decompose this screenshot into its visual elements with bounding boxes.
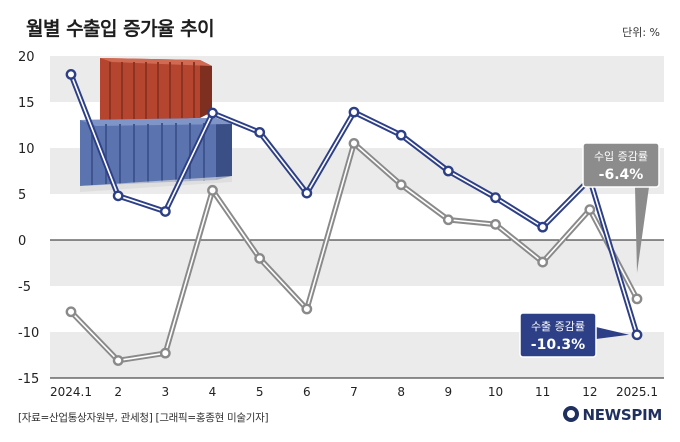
logo-text: NEWSPIM bbox=[582, 406, 662, 424]
grid-band bbox=[50, 240, 664, 286]
export-callout: 수출 증감률 -10.3% bbox=[519, 312, 629, 358]
x-tick-label: 12 bbox=[582, 385, 597, 399]
y-tick-label: -10 bbox=[18, 326, 39, 341]
data-point bbox=[65, 69, 77, 80]
data-point bbox=[207, 184, 218, 196]
data-point bbox=[442, 165, 454, 177]
x-tick-label: 2 bbox=[114, 385, 122, 399]
data-point bbox=[537, 256, 549, 268]
data-point bbox=[442, 214, 454, 226]
y-tick-label: -5 bbox=[18, 280, 31, 295]
x-tick-label: 3 bbox=[162, 385, 170, 399]
callout-pointer bbox=[635, 187, 649, 273]
publisher-logo: NEWSPIM bbox=[563, 406, 662, 424]
callout-label: 수출 증감률 bbox=[531, 320, 585, 333]
data-point bbox=[537, 221, 549, 233]
data-point bbox=[490, 192, 501, 204]
source-note: [자료=산업통상자원부, 관세청] [그래픽=홍종현 미술기자] bbox=[18, 412, 269, 424]
y-tick-label: 15 bbox=[18, 96, 35, 111]
x-tick-label: 4 bbox=[209, 385, 217, 399]
x-tick-label: 7 bbox=[350, 385, 358, 399]
data-point bbox=[584, 204, 596, 216]
data-point bbox=[395, 179, 407, 191]
y-tick-label: 20 bbox=[18, 50, 35, 65]
data-point bbox=[65, 306, 77, 318]
x-tick-label: 9 bbox=[445, 385, 453, 399]
y-tick-label: 10 bbox=[18, 142, 35, 157]
data-point bbox=[301, 187, 313, 199]
data-point bbox=[112, 190, 124, 202]
data-point bbox=[207, 107, 218, 119]
data-point bbox=[631, 293, 643, 305]
y-tick-label: 5 bbox=[18, 188, 26, 203]
data-point bbox=[254, 126, 266, 138]
callout-label: 수입 증감률 bbox=[594, 150, 648, 163]
data-point bbox=[301, 303, 313, 315]
newspim-logo-icon bbox=[563, 406, 580, 422]
callout-value: -6.4% bbox=[599, 167, 644, 183]
x-tick-label: 8 bbox=[397, 385, 405, 399]
x-tick-label: 10 bbox=[488, 385, 503, 399]
x-tick-label: 2025.1 bbox=[616, 385, 658, 399]
import-callout: 수입 증감률 -6.4% bbox=[582, 142, 660, 273]
data-point bbox=[112, 355, 124, 366]
x-tick-label: 11 bbox=[535, 385, 550, 399]
series-import bbox=[65, 137, 643, 366]
callout-box bbox=[519, 312, 597, 358]
y-tick-label: 0 bbox=[18, 234, 26, 249]
chart-title: 월별 수출입 증가율 추이 bbox=[26, 18, 215, 40]
data-point bbox=[348, 137, 360, 149]
y-tick-label: -15 bbox=[18, 372, 39, 387]
data-point bbox=[159, 347, 171, 359]
container-illustration bbox=[80, 58, 232, 192]
unit-label: 단위: % bbox=[622, 26, 660, 39]
callout-value: -10.3% bbox=[531, 337, 585, 353]
data-point bbox=[348, 106, 360, 118]
callout-pointer bbox=[596, 327, 629, 339]
x-tick-label: 5 bbox=[256, 385, 264, 399]
x-tick-label: 6 bbox=[303, 385, 311, 399]
callout-box bbox=[582, 142, 660, 188]
data-point bbox=[490, 218, 501, 230]
data-point bbox=[395, 129, 407, 141]
data-point bbox=[159, 206, 171, 217]
data-point bbox=[631, 329, 643, 341]
x-tick-label: 2024.1 bbox=[50, 385, 92, 399]
data-point bbox=[254, 252, 266, 264]
